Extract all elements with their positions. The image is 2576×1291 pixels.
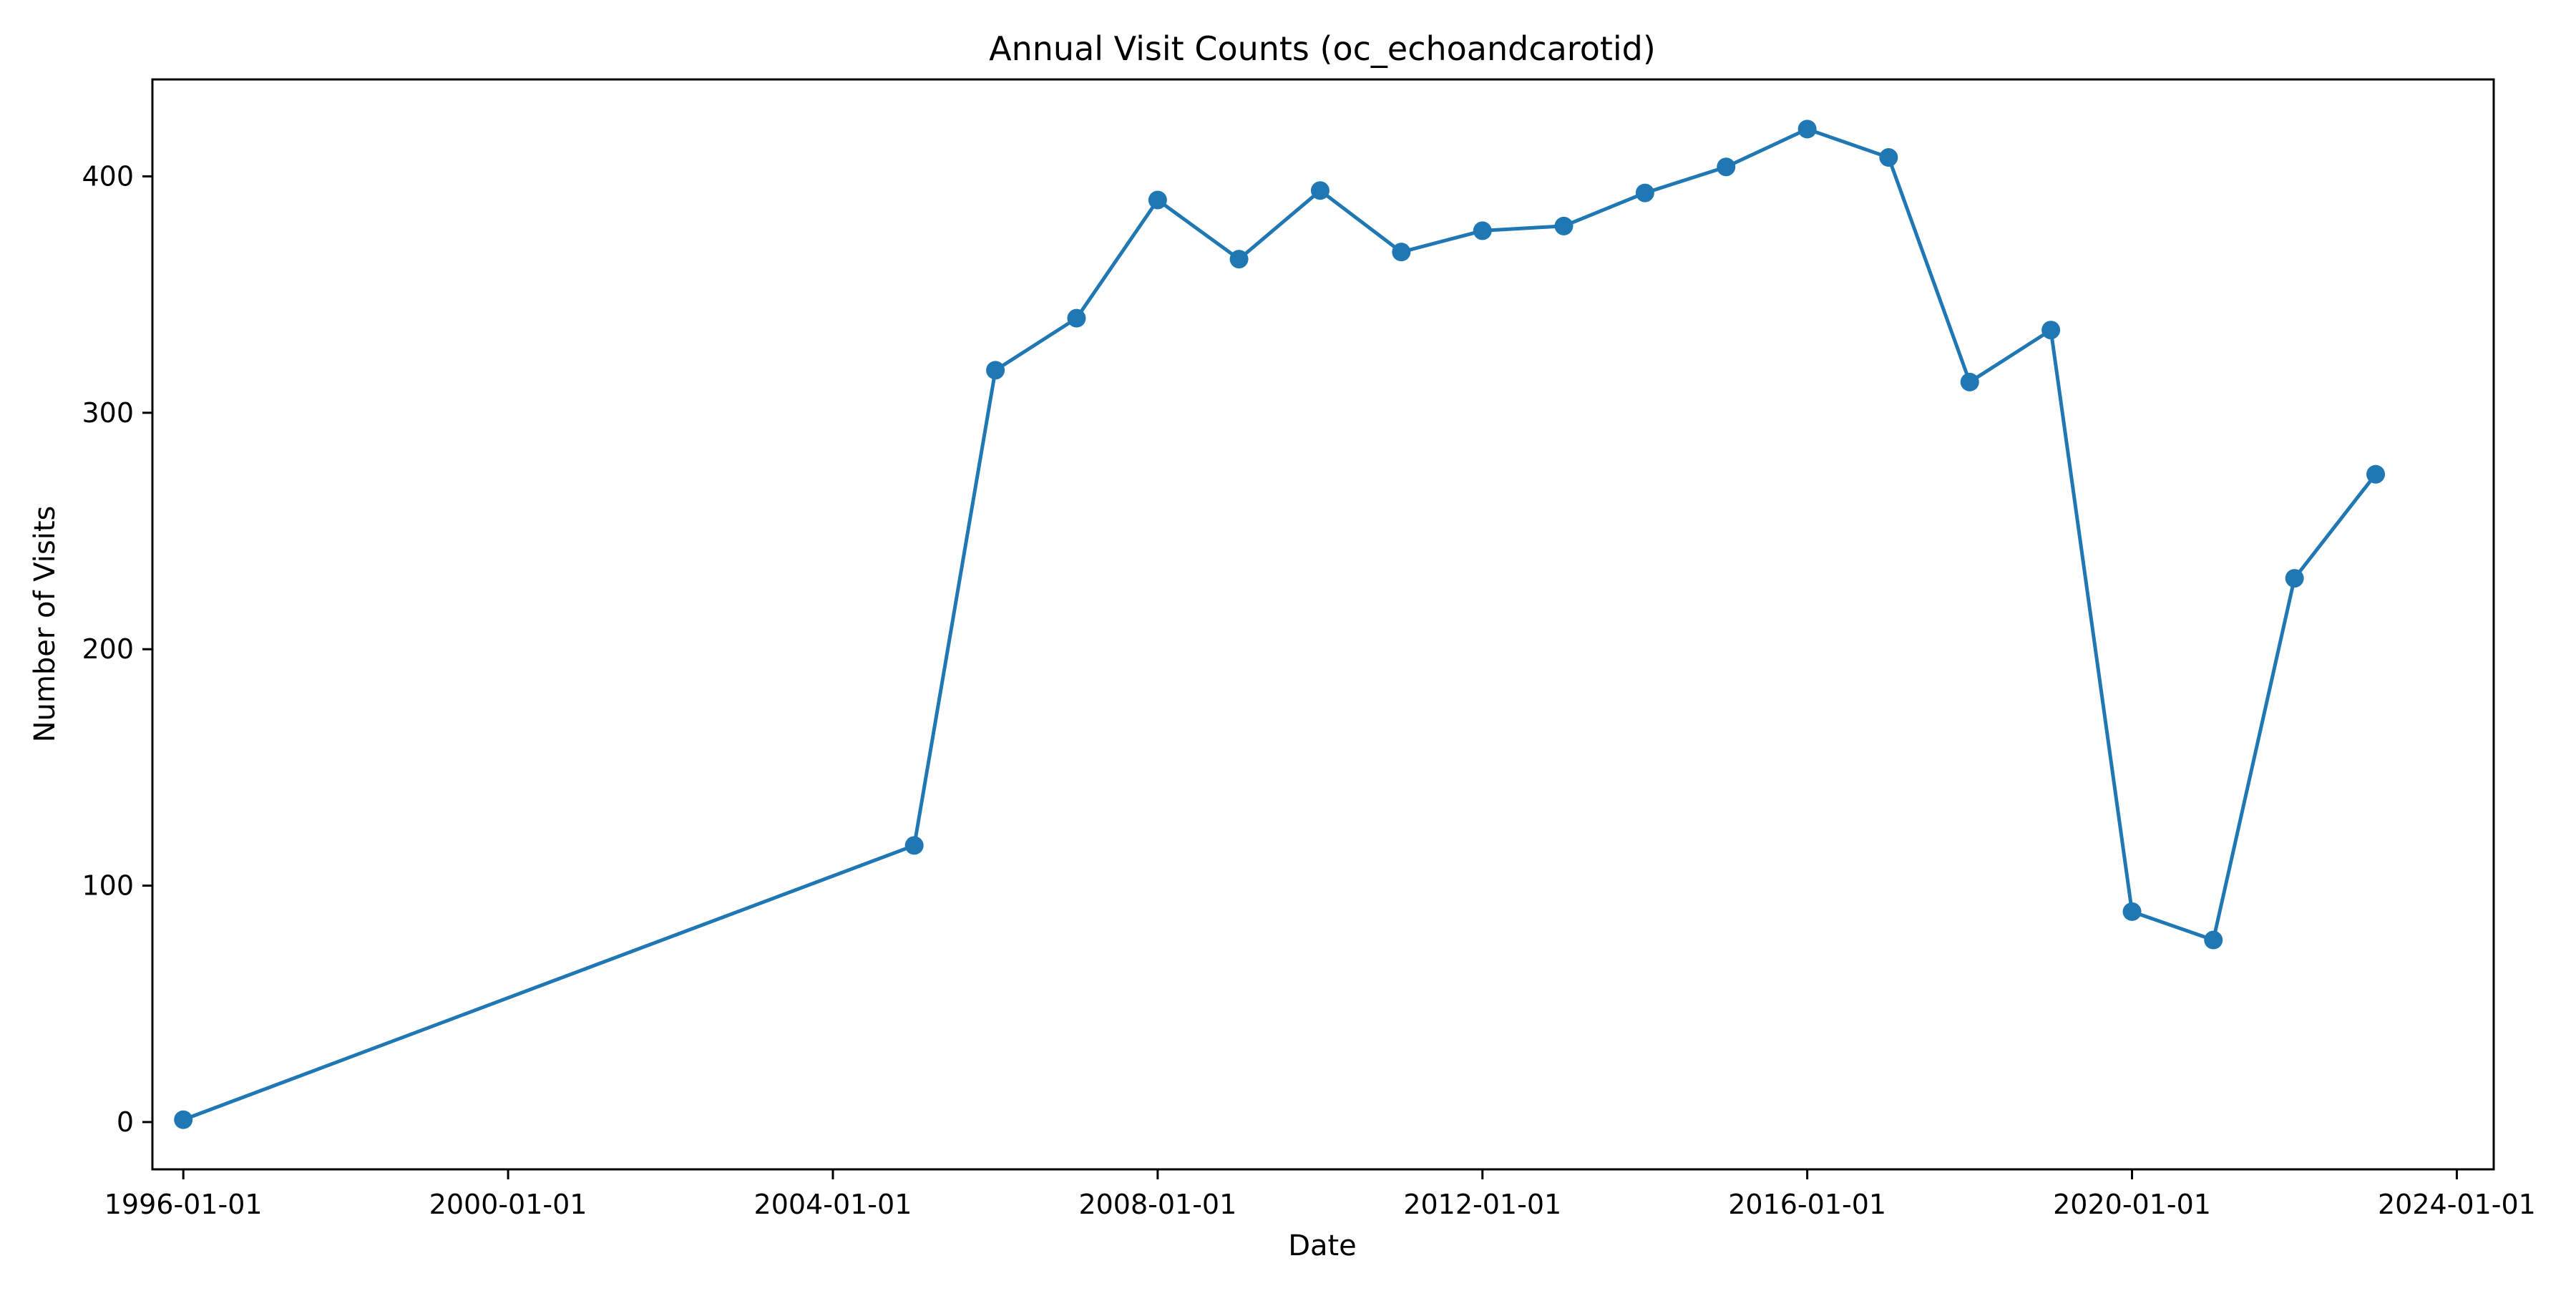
y-tick-label: 0 [117, 1106, 134, 1138]
axis-ticks: 1996-01-01 2000-01-01 2004-01-01 2008-01-01… [82, 160, 2535, 1220]
data-point-2007-01-01 [1067, 308, 1086, 328]
plot-frame [151, 78, 2495, 1171]
data-point-2018-01-01 [1960, 372, 1979, 391]
x-tick-label: 2016-01-01 [1728, 1189, 1886, 1220]
data-point-2014-01-01 [1635, 183, 1654, 203]
x-tick-label: 1996-01-01 [104, 1189, 263, 1220]
data-point-2015-01-01 [1717, 157, 1736, 177]
data-point-2023-01-01 [2366, 464, 2386, 484]
y-tick-label: 400 [82, 160, 134, 192]
y-axis-label: Number of Visits [29, 506, 62, 743]
x-tick-label: 2004-01-01 [754, 1189, 912, 1220]
data-point-2019-01-01 [2041, 321, 2061, 340]
data-point-2006-01-01 [986, 361, 1005, 380]
data-point-2020-01-01 [2122, 902, 2142, 921]
data-point-2017-01-01 [1879, 148, 1898, 167]
x-tick-label: 2008-01-01 [1078, 1189, 1236, 1220]
y-tick-label: 200 [82, 633, 134, 665]
y-tick-label: 100 [82, 870, 134, 902]
x-tick-label: 2020-01-01 [2053, 1189, 2211, 1220]
y-tick-label: 300 [82, 397, 134, 429]
data-point-2009-01-01 [1229, 250, 1249, 269]
data-point-2008-01-01 [1148, 190, 1167, 210]
data-point-2010-01-01 [1310, 181, 1330, 200]
x-tick-label: 2000-01-01 [429, 1189, 587, 1220]
data-point-1996-01-01 [174, 1110, 193, 1129]
series-line [182, 127, 2377, 1121]
data-point-2011-01-01 [1392, 243, 1411, 262]
series-markers [174, 120, 2386, 1129]
data-point-2016-01-01 [1797, 120, 1817, 139]
chart-title: Annual Visit Counts (oc_echoandcarotid) [989, 29, 1656, 68]
data-point-2013-01-01 [1554, 216, 1574, 235]
x-axis-label: Date [1288, 1229, 1357, 1262]
data-point-2005-01-01 [904, 836, 924, 855]
x-tick-label: 2012-01-01 [1403, 1189, 1561, 1220]
x-tick-label: 2024-01-01 [2378, 1189, 2536, 1220]
data-point-2012-01-01 [1473, 221, 1492, 240]
data-point-2022-01-01 [2285, 569, 2304, 588]
data-point-2021-01-01 [2204, 930, 2223, 950]
